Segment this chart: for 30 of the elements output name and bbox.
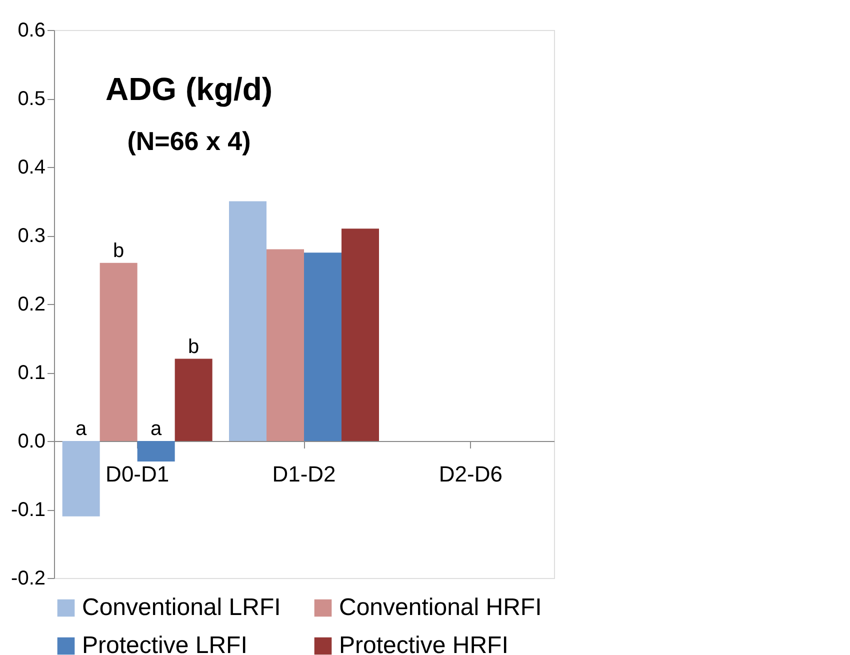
y-tick-label: 0.5 [18, 88, 46, 110]
x-tick-label: D1-D2 [272, 462, 336, 486]
bar [229, 201, 266, 441]
x-tick-label: D0-D1 [106, 462, 170, 486]
bar [174, 358, 212, 441]
y-tick-label: 0.3 [18, 225, 46, 247]
bar [342, 228, 379, 441]
y-tick-label: 0.4 [18, 156, 46, 178]
data-label: b [113, 240, 124, 262]
y-tick-label: 0.0 [18, 430, 46, 452]
bar [304, 252, 342, 441]
text: (N=66 x 4) [127, 126, 251, 156]
text: ADG (kg/d) [105, 71, 273, 107]
y-tick-label: -0.2 [11, 568, 46, 590]
bar [100, 262, 138, 441]
y-tick-label: -0.1 [11, 499, 46, 521]
data-label: b [188, 336, 200, 358]
bar [62, 441, 100, 516]
legend-label: Protective LRFI [82, 632, 248, 655]
data-label: a [150, 418, 163, 440]
data-label: a [76, 418, 88, 440]
legend-label: Conventional LRFI [82, 594, 281, 621]
bar [137, 441, 175, 462]
y-tick-label: 0.1 [18, 362, 46, 384]
legend-label: Protective HRFI [339, 632, 508, 655]
legend-label: Conventional HRFI [339, 594, 542, 621]
bar [266, 249, 304, 441]
x-tick-label: D2-D6 [438, 462, 502, 486]
y-tick-label: 0.2 [18, 294, 46, 316]
y-tick-label: 0.6 [18, 20, 46, 42]
